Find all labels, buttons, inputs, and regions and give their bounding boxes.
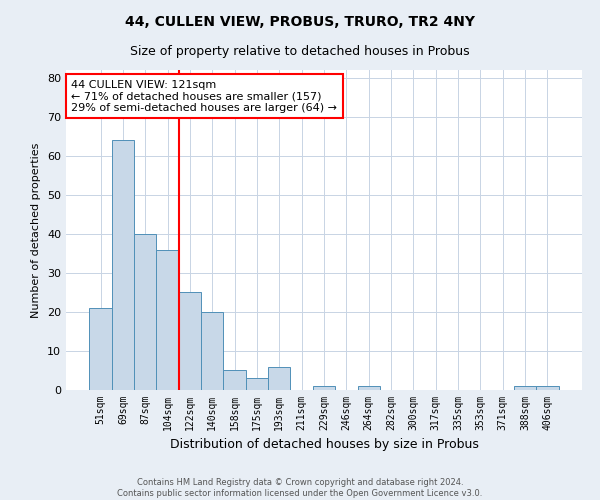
Bar — [313, 386, 335, 390]
Text: 44 CULLEN VIEW: 121sqm
← 71% of detached houses are smaller (157)
29% of semi-de: 44 CULLEN VIEW: 121sqm ← 71% of detached… — [71, 80, 337, 113]
Bar — [358, 386, 380, 390]
Bar — [112, 140, 134, 390]
X-axis label: Distribution of detached houses by size in Probus: Distribution of detached houses by size … — [170, 438, 478, 452]
Text: Size of property relative to detached houses in Probus: Size of property relative to detached ho… — [130, 45, 470, 58]
Bar — [223, 370, 246, 390]
Bar — [157, 250, 179, 390]
Bar — [268, 366, 290, 390]
Bar — [514, 386, 536, 390]
Bar — [246, 378, 268, 390]
Bar — [179, 292, 201, 390]
Text: Contains HM Land Registry data © Crown copyright and database right 2024.
Contai: Contains HM Land Registry data © Crown c… — [118, 478, 482, 498]
Bar — [201, 312, 223, 390]
Bar — [134, 234, 157, 390]
Bar — [89, 308, 112, 390]
Bar — [536, 386, 559, 390]
Y-axis label: Number of detached properties: Number of detached properties — [31, 142, 41, 318]
Text: 44, CULLEN VIEW, PROBUS, TRURO, TR2 4NY: 44, CULLEN VIEW, PROBUS, TRURO, TR2 4NY — [125, 15, 475, 29]
